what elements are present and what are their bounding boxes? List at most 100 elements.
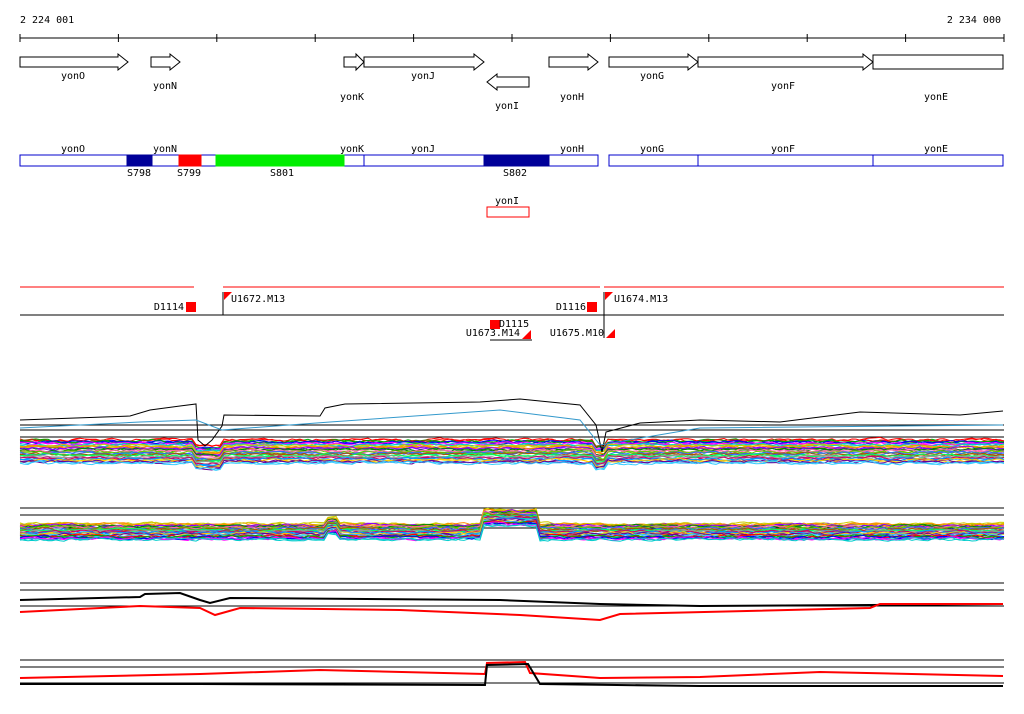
gene-label-yonN: yonN xyxy=(153,81,177,92)
segment-S802[interactable]: S802 xyxy=(483,154,550,179)
gene-yonG[interactable]: yonG xyxy=(608,52,699,82)
panel2-trace xyxy=(19,513,1005,533)
gene-yonE[interactable]: yonE xyxy=(872,54,1004,103)
gene-arrow-yonJ xyxy=(363,52,485,72)
feature-track: S798 S799 S801 S802 yonO yonN yonK yonJ yonH yonG… xyxy=(19,144,1004,179)
gene-label-yonG: yonG xyxy=(640,71,664,82)
panel2-trace xyxy=(19,523,1005,542)
segment-bar-S799 xyxy=(178,154,202,167)
d1115-label: D1115 xyxy=(499,319,529,330)
segment-S799[interactable]: S799 xyxy=(177,154,202,179)
panel2-trace xyxy=(19,520,1004,540)
gene-arrow-yonN xyxy=(150,52,181,72)
segment-bar-S798 xyxy=(126,154,153,167)
u1672-label: U1672.M13 xyxy=(231,294,285,305)
gene-yonF[interactable]: yonF xyxy=(697,52,874,92)
u1675-marker[interactable] xyxy=(606,329,615,338)
panel1-trace xyxy=(19,460,1005,471)
end-coordinate: 2 234 000 xyxy=(947,15,1001,26)
u1673-label: U1673.M14 xyxy=(466,328,520,339)
panel3-red-trace xyxy=(19,603,1003,622)
gene-arrow-yonI xyxy=(486,72,530,92)
panel2-trace xyxy=(19,510,1005,529)
expression-panel-2 xyxy=(19,507,1005,542)
gene-arrow-yonK xyxy=(343,52,365,72)
gene-arrow-yonF xyxy=(697,52,874,72)
gene-label-yonI: yonI xyxy=(495,101,519,112)
reverse-gene-box[interactable]: yonI xyxy=(486,196,530,218)
gene-yonK[interactable]: yonK xyxy=(340,52,365,103)
panel1-trace xyxy=(19,449,1005,461)
panel1-trace xyxy=(19,437,1005,448)
gene-yonI[interactable]: yonI xyxy=(486,72,530,112)
u1673-marker[interactable] xyxy=(522,330,531,339)
gene-yonO[interactable]: yonO xyxy=(19,52,129,82)
panel4-red-trace xyxy=(19,660,1004,680)
gene-arrow-yonE xyxy=(872,54,1004,70)
segment-label-S799: S799 xyxy=(177,168,201,179)
d1116-label: D1116 xyxy=(556,302,586,313)
u1674-marker[interactable] xyxy=(605,292,613,300)
panel1-trace xyxy=(19,444,1005,455)
gene-label-yonK: yonK xyxy=(340,92,364,103)
feature-gene-label-yonE: yonE xyxy=(924,144,948,155)
panel1-trace xyxy=(19,447,1005,458)
u1674-label: U1674.M13 xyxy=(614,294,668,305)
panel1-trace xyxy=(19,448,1005,459)
feature-gene-label-yonO: yonO xyxy=(61,144,85,155)
gene-track: yonO yonN yonK yonJ yonI yonH yonG yonF yonE xyxy=(19,52,1004,112)
d1114-label: D1114 xyxy=(154,302,184,313)
expression-panel-1 xyxy=(19,398,1005,471)
panel1-blue-trace xyxy=(19,409,1004,446)
d1115-marker[interactable] xyxy=(490,320,500,329)
start-coordinate: 2 224 001 xyxy=(20,15,74,26)
segment-label-S802: S802 xyxy=(503,168,527,179)
panel1-trace xyxy=(19,458,1005,470)
gene-arrow-yonH xyxy=(548,52,599,72)
panel1-trace xyxy=(19,451,1005,462)
feature-gene-label-yonN: yonN xyxy=(153,144,177,155)
gene-label-yonO: yonO xyxy=(61,71,85,82)
panel1-trace xyxy=(19,443,1005,454)
ruler-ticks xyxy=(19,34,1005,42)
gene-label-yonH: yonH xyxy=(560,92,584,103)
u1675-label: U1675.M10 xyxy=(550,328,604,339)
panel2-trace xyxy=(19,512,1005,531)
feature-box-right xyxy=(608,154,1004,167)
gene-arrow-yonG xyxy=(608,52,699,72)
panel4-black-trace xyxy=(20,662,1003,687)
feature-gene-label-yonJ: yonJ xyxy=(411,144,435,155)
segment-label-S801: S801 xyxy=(270,168,294,179)
yonI-box-label: yonI xyxy=(495,196,519,207)
expression-panel-4 xyxy=(19,659,1004,687)
gene-yonJ[interactable]: yonJ xyxy=(363,52,485,82)
gene-label-yonF: yonF xyxy=(771,81,795,92)
segment-S798[interactable]: S798 xyxy=(126,154,153,179)
d1116-marker[interactable] xyxy=(587,302,597,312)
feature-gene-label-yonH: yonH xyxy=(560,144,584,155)
panel1-trace xyxy=(19,445,1005,457)
gene-yonN[interactable]: yonN xyxy=(150,52,181,92)
experiment-track: D1114 U1672.M13 D1116 U1674.M13 D1115 U1… xyxy=(20,286,1004,341)
panel1-top-trace xyxy=(19,398,1004,453)
panel1-trace xyxy=(19,442,1005,453)
gene-label-yonJ: yonJ xyxy=(411,71,435,82)
gene-label-yonE: yonE xyxy=(924,92,948,103)
panel1-trace xyxy=(19,452,1005,463)
yonI-box xyxy=(486,206,530,218)
expression-panel-3 xyxy=(19,582,1004,622)
panel1-trace xyxy=(19,459,1005,471)
coordinate-ruler: 2 224 001 2 234 000 xyxy=(19,15,1005,42)
feature-gene-label-yonF: yonF xyxy=(771,144,795,155)
segment-S801[interactable]: S801 xyxy=(215,154,345,179)
feature-gene-label-yonK: yonK xyxy=(340,144,364,155)
d1114-marker[interactable] xyxy=(186,302,196,312)
segment-bar-S801 xyxy=(215,154,345,167)
segment-label-S798: S798 xyxy=(127,168,151,179)
u1672-marker[interactable] xyxy=(224,292,232,300)
feature-gene-label-yonG: yonG xyxy=(640,144,664,155)
gene-arrow-yonO xyxy=(19,52,129,72)
gene-yonH[interactable]: yonH xyxy=(548,52,599,103)
segment-bar-S802 xyxy=(483,154,550,167)
